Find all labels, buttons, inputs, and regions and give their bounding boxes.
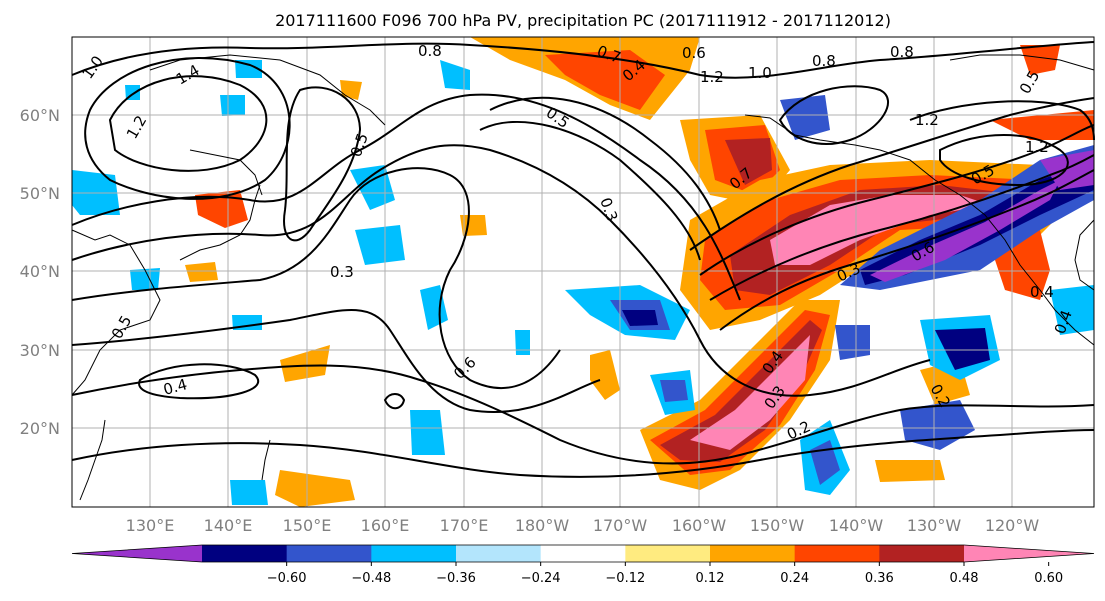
colorbar-tick-label: 0.36 bbox=[865, 571, 894, 586]
colorbar: −0.60 −0.48 −0.36 −0.24 −0.12 0.12 0.24 0.36 0.4… bbox=[71, 544, 1095, 586]
lon-label: 140°E bbox=[204, 516, 253, 535]
longitude-labels: 130°E 140°E 150°E 160°E 170°E 180°W 170°… bbox=[126, 516, 1040, 535]
colorbar-tick-label: 0.24 bbox=[780, 571, 809, 586]
colorbar-segment bbox=[202, 545, 288, 562]
lon-label: 130°E bbox=[126, 516, 175, 535]
colorbar-segment bbox=[540, 545, 626, 562]
contour-label: 0.8 bbox=[890, 43, 914, 61]
colorbar-segment bbox=[456, 545, 542, 562]
colorbar-tick-label: −0.60 bbox=[267, 571, 307, 586]
lon-label: 170°E bbox=[440, 516, 489, 535]
lon-label: 150°W bbox=[750, 516, 805, 535]
contour-label: 0.3 bbox=[330, 263, 354, 281]
contour-label: 0.4 bbox=[1030, 283, 1054, 301]
lat-label: 40°N bbox=[20, 262, 60, 281]
map-frame bbox=[71, 36, 1095, 508]
colorbar-segment bbox=[879, 545, 965, 562]
colorbar-tick-label: −0.12 bbox=[605, 571, 645, 586]
colorbar-segment bbox=[625, 545, 711, 562]
colorbar-tick-label: −0.36 bbox=[436, 571, 476, 586]
contour-label: 0.8 bbox=[812, 52, 836, 70]
contour-label: 1.2 bbox=[1025, 138, 1049, 156]
colorbar-tick-label: 0.48 bbox=[950, 571, 979, 586]
colorbar-tick-label: −0.48 bbox=[351, 571, 391, 586]
map-panel: 0.8 1.0 1.4 1.2 0.7 0.6 0.4 1.2 1.0 0.8 … bbox=[71, 36, 1095, 508]
lon-label: 130°W bbox=[907, 516, 962, 535]
lat-label: 20°N bbox=[20, 419, 60, 438]
lon-label: 160°W bbox=[672, 516, 727, 535]
colorbar-segment bbox=[371, 545, 457, 562]
latitude-labels: 60°N 50°N 40°N 30°N 20°N bbox=[20, 106, 60, 438]
graticule bbox=[72, 37, 1094, 507]
lat-label: 30°N bbox=[20, 341, 60, 360]
lon-label: 180°W bbox=[515, 516, 570, 535]
contour-label: 1.2 bbox=[915, 111, 939, 129]
lon-label: 160°E bbox=[361, 516, 410, 535]
contour-label: 1.0 bbox=[748, 64, 772, 82]
lon-label: 140°W bbox=[829, 516, 884, 535]
contour-label: 0.4 bbox=[161, 375, 189, 399]
colorbar-segment bbox=[710, 545, 796, 562]
colorbar-extend-low bbox=[72, 545, 202, 562]
map-title: 2017111600 F096 700 hPa PV, precipitatio… bbox=[275, 11, 891, 30]
lat-label: 50°N bbox=[20, 184, 60, 203]
contour-label: 0.6 bbox=[682, 44, 706, 62]
colorbar-segment bbox=[794, 545, 880, 562]
colorbar-tick-label: 0.60 bbox=[1034, 571, 1063, 586]
colorbar-segment bbox=[286, 545, 372, 562]
lon-label: 150°E bbox=[283, 516, 332, 535]
colorbar-tick-label: −0.24 bbox=[521, 571, 561, 586]
lon-label: 120°W bbox=[985, 516, 1040, 535]
contour-label: 1.2 bbox=[700, 68, 724, 86]
contour-label: 0.8 bbox=[418, 42, 442, 60]
lon-label: 170°W bbox=[593, 516, 648, 535]
colorbar-outline bbox=[71, 544, 1095, 563]
colorbar-extend-high bbox=[964, 545, 1094, 562]
colorbar-tick-label: 0.12 bbox=[696, 571, 725, 586]
pv-contours bbox=[71, 41, 1095, 478]
lat-label: 60°N bbox=[20, 106, 60, 125]
